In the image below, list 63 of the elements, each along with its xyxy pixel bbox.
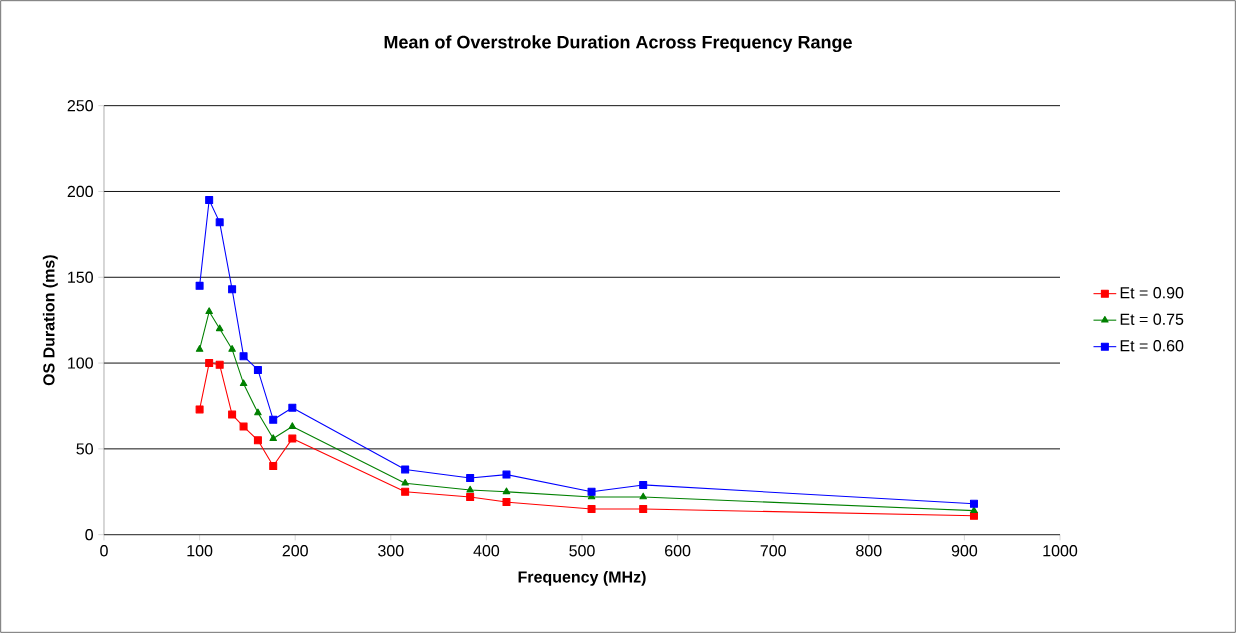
x-tick-label: 0 [100, 545, 108, 557]
x-tick-label: 500 [569, 545, 595, 557]
point [639, 492, 647, 500]
point [228, 345, 236, 352]
point [587, 504, 596, 513]
point [215, 218, 224, 227]
point [215, 324, 224, 332]
point [970, 506, 978, 514]
point [639, 504, 648, 513]
legend-label: Et = 0.75 [1120, 313, 1184, 325]
point [639, 480, 648, 489]
point [269, 462, 278, 471]
x-axis-title: Frequency (MHz) [518, 570, 646, 586]
point [969, 499, 978, 508]
point [239, 422, 248, 431]
point [288, 434, 297, 443]
point [502, 470, 511, 479]
legend-label: Et = 0.60 [1120, 340, 1184, 352]
point [401, 478, 409, 486]
point [228, 410, 237, 419]
point [253, 365, 262, 374]
y-tick-label: 200 [67, 185, 93, 198]
point [228, 285, 237, 294]
point [466, 492, 475, 501]
point [253, 436, 262, 445]
x-tick-label: 900 [951, 545, 978, 557]
point [401, 465, 410, 474]
y-tick-label: 100 [68, 357, 93, 369]
point [205, 359, 214, 368]
x-tick-label: 800 [856, 545, 882, 557]
y-tick-label: 150 [68, 271, 93, 283]
point [269, 415, 278, 424]
point [205, 307, 213, 314]
point [288, 403, 297, 412]
x-tick-label: 600 [665, 545, 691, 557]
point [466, 474, 475, 483]
y-tick-label: 0 [85, 529, 93, 541]
point [205, 196, 214, 205]
chart-title: Mean of Overstroke Duration Across Frequency Range [384, 35, 852, 53]
point [239, 379, 248, 387]
x-tick-label: 200 [282, 545, 308, 557]
point [195, 281, 204, 290]
x-tick-label: 100 [187, 545, 213, 557]
point [195, 345, 204, 352]
y-tick-label: 50 [76, 443, 93, 455]
point [254, 408, 262, 416]
x-tick-label: 400 [473, 545, 500, 557]
x-tick-label: 300 [378, 545, 404, 557]
point [502, 487, 511, 495]
point [215, 360, 224, 369]
x-tick-label: 1000 [1043, 545, 1078, 557]
point [587, 487, 596, 496]
y-axis-title: OS Duration (ms) [42, 255, 58, 386]
y-tick-label: 250 [67, 100, 93, 112]
point [239, 352, 248, 361]
x-tick-label: 700 [760, 545, 786, 557]
point [195, 405, 204, 414]
point [502, 498, 511, 507]
legend-label: Et = 0.90 [1120, 287, 1184, 299]
point [269, 434, 277, 441]
point [466, 485, 474, 493]
point [401, 487, 410, 496]
point [288, 422, 297, 429]
